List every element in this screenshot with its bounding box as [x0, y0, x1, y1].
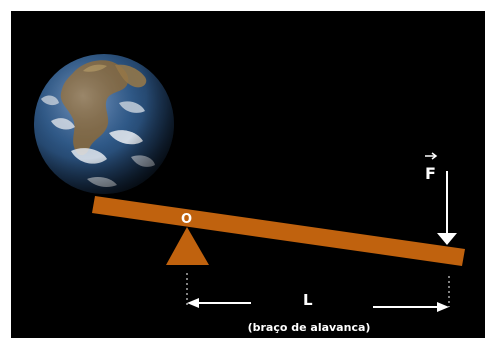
- force-arrow: [437, 171, 457, 245]
- pivot-label: O: [181, 212, 192, 227]
- fulcrum-triangle: [166, 227, 209, 265]
- lever-diagram: O F: [34, 54, 465, 334]
- lever-bar: [92, 196, 465, 266]
- lever-arm-left-arrow: [187, 298, 251, 308]
- length-label: L: [303, 291, 313, 309]
- lever-scene: O F: [11, 11, 485, 338]
- earth-image: [34, 54, 174, 194]
- force-label: F: [425, 164, 436, 183]
- lever-arm-caption: (braço de alavanca): [248, 321, 371, 334]
- lever-arm-right-arrow: [373, 302, 449, 312]
- force-label-group: F: [425, 152, 438, 183]
